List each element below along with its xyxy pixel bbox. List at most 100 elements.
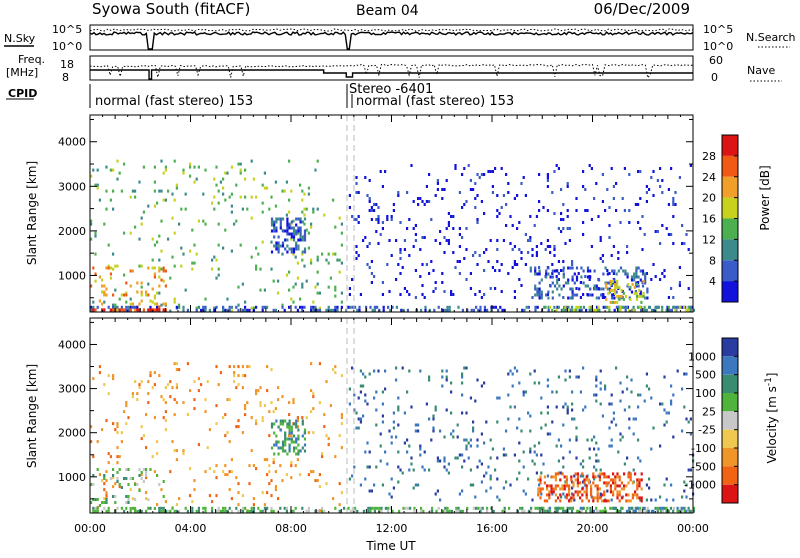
power-echo-cell	[491, 191, 494, 194]
velocity-echo-cell	[307, 473, 310, 477]
power-echo-cell	[184, 288, 187, 292]
velocity-echo-cell	[261, 491, 264, 495]
velocity-echo-cell	[369, 506, 372, 510]
velocity-echo-cell	[489, 474, 492, 478]
power-echo-cell	[270, 220, 274, 224]
power-echo-cell	[131, 305, 134, 309]
power-echo-cell	[189, 174, 192, 178]
power-echo-cell	[105, 189, 108, 193]
power-echo-cell	[173, 264, 176, 268]
power-echo-cell	[275, 226, 278, 230]
power-echo-cell	[643, 233, 646, 236]
power-echo-cell	[606, 272, 609, 276]
power-echo-cell	[650, 176, 653, 179]
velocity-echo-cell	[338, 434, 341, 438]
velocity-echo-cell	[628, 405, 631, 409]
velocity-echo-cell	[279, 419, 282, 423]
power-echo-cell	[667, 188, 670, 191]
power-echo-cell	[687, 287, 690, 290]
velocity-echo-cell	[279, 422, 282, 426]
velocity-echo-cell	[561, 472, 564, 476]
velocity-echo-cell	[321, 509, 324, 513]
power-echo-cell	[230, 249, 233, 253]
power-echo-cell	[228, 308, 231, 312]
power-echo-cell	[661, 179, 664, 182]
velocity-echo-cell	[189, 494, 192, 498]
station-title: Syowa South (fitACF)	[92, 0, 250, 18]
power-echo-cell	[142, 210, 145, 214]
velocity-echo-cell	[279, 446, 282, 450]
power-echo-cell	[483, 269, 486, 272]
power-echo-cell	[590, 305, 593, 309]
velocity-echo-cell	[609, 490, 612, 494]
velocity-echo-cell	[273, 443, 276, 447]
velocity-echo-cell	[171, 386, 174, 390]
velocity-echo-cell	[142, 480, 145, 483]
velocity-echo-cell	[467, 441, 470, 445]
power-echo-cell	[557, 227, 560, 230]
power-echo-cell	[120, 293, 123, 297]
power-echo-cell	[171, 216, 174, 220]
velocity-echo-cell	[270, 479, 273, 483]
velocity-echo-cell	[432, 426, 435, 430]
velocity-echo-cell	[457, 506, 460, 510]
power-echo-cell	[545, 293, 548, 297]
power-echo-cell	[138, 237, 141, 241]
power-echo-cell	[538, 209, 541, 212]
velocity-echo-cell	[442, 509, 445, 513]
velocity-echo-cell	[397, 396, 400, 400]
power-echo-cell	[681, 242, 684, 245]
velocity-echo-cell	[109, 477, 112, 480]
velocity-echo-cell	[288, 434, 291, 438]
power-echo-cell	[613, 308, 616, 312]
power-echo-cell	[640, 294, 643, 298]
velocity-echo-cell	[107, 506, 110, 510]
velocity-echo-cell	[419, 444, 422, 448]
power-echo-cell	[151, 287, 154, 291]
velocity-echo-cell	[659, 495, 662, 499]
power-echo-cell	[604, 296, 607, 299]
velocity-echo-cell	[663, 408, 666, 412]
power-echo-cell	[571, 266, 574, 270]
velocity-echo-cell	[496, 495, 499, 499]
power-echo-cell	[299, 183, 302, 187]
velocity-echo-cell	[127, 483, 130, 486]
velocity-echo-cell	[116, 422, 119, 426]
velocity-echo-cell	[171, 506, 174, 510]
power-echo-cell	[599, 239, 602, 242]
velocity-echo-cell	[576, 484, 579, 488]
velocity-echo-cell	[414, 429, 417, 433]
power-colorbar-tick-label: 16	[702, 213, 716, 226]
power-echo-cell	[425, 263, 428, 266]
power-echo-cell	[551, 281, 554, 285]
power-echo-cell	[248, 308, 251, 312]
velocity-echo-cell	[384, 387, 387, 391]
power-echo-cell	[612, 185, 615, 188]
power-echo-cell	[230, 192, 233, 196]
velocity-echo-cell	[224, 473, 227, 477]
velocity-echo-cell	[555, 405, 558, 409]
velocity-echo-cell	[281, 440, 285, 444]
velocity-echo-cell	[233, 365, 236, 369]
velocity-echo-cell	[663, 375, 666, 379]
velocity-echo-cell	[158, 483, 161, 486]
power-echo-cell	[316, 282, 319, 286]
velocity-echo-cell	[579, 506, 582, 510]
power-echo-cell	[301, 250, 304, 254]
power-echo-cell	[213, 306, 216, 310]
velocity-echo-cell	[452, 435, 455, 439]
velocity-echo-cell	[509, 405, 512, 409]
velocity-echo-cell	[571, 492, 574, 496]
velocity-echo-cell	[582, 366, 585, 370]
velocity-echo-cell	[443, 456, 446, 460]
velocity-echo-cell	[542, 462, 545, 466]
velocity-echo-cell	[206, 446, 209, 450]
power-echo-cell	[616, 285, 619, 289]
power-echo-cell	[355, 176, 358, 179]
velocity-echo-cell	[140, 380, 143, 384]
velocity-echo-cell	[486, 506, 489, 510]
velocity-echo-cell	[96, 498, 99, 501]
power-echo-cell	[153, 275, 156, 279]
power-echo-cell	[270, 195, 273, 199]
power-echo-cell	[273, 235, 276, 239]
